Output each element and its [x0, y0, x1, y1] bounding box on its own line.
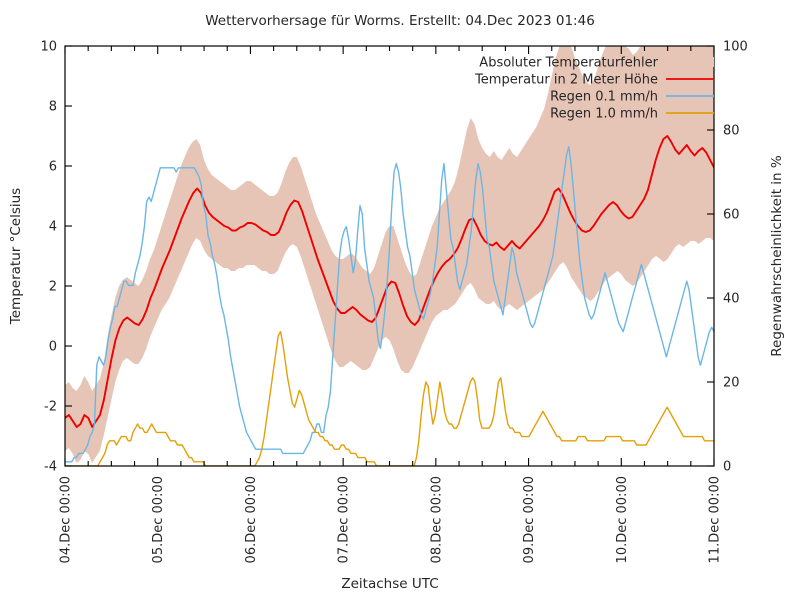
y-tick-label-left: 6	[49, 160, 57, 175]
y-axis-right: 0 20 40 60 80 100	[707, 40, 748, 475]
legend-label: Temperatur in 2 Meter Höhe	[474, 73, 658, 88]
plot-area	[65, 46, 714, 466]
x-tick-label: 06.Dec 00:00	[244, 476, 259, 563]
chart-legend: Absoluter Temperaturfehler Temperatur in …	[474, 56, 714, 122]
y-tick-label-left: 0	[49, 340, 57, 355]
series-line-temperature	[65, 135, 714, 428]
y-tick-label-left: 2	[49, 280, 57, 295]
legend-label: Regen 0.1 mm/h	[550, 90, 658, 105]
x-axis: 04.Dec 00:00 05.Dec 00:00 06.Dec 00:00 07.D…	[59, 46, 723, 563]
x-tick-label: 09.Dec 00:00	[522, 476, 537, 563]
legend-swatch-band	[666, 57, 714, 67]
legend-label: Regen 1.0 mm/h	[550, 107, 658, 122]
y-tick-label-right: 80	[723, 124, 740, 139]
y-tick-label-left: -4	[44, 460, 57, 475]
y-tick-label-left: 4	[49, 220, 57, 235]
y-tick-label-right: 60	[723, 208, 740, 223]
x-tick-label: 05.Dec 00:00	[151, 476, 166, 563]
y-tick-label-right: 100	[723, 40, 748, 55]
series-line-rain-1-0	[65, 330, 714, 466]
x-tick-label: 07.Dec 00:00	[337, 476, 352, 563]
x-tick-label: 11.Dec 00:00	[708, 476, 723, 563]
x-tick-label: 04.Dec 00:00	[59, 476, 74, 563]
x-axis-title: Zeitachse UTC	[341, 576, 438, 592]
legend-label: Absoluter Temperaturfehler	[479, 56, 658, 71]
y-tick-label-right: 20	[723, 376, 740, 391]
y-axis-left-title: Temperatur °Celsius	[8, 188, 24, 325]
y-tick-label-left: 8	[49, 100, 57, 115]
y-axis-right-title: Regenwahrscheinlichkeit in %	[769, 155, 785, 357]
y-tick-label-right: 40	[723, 292, 740, 307]
series-line-rain-0-1	[65, 146, 714, 463]
y-tick-label-left: 10	[40, 40, 57, 55]
y-tick-label-right: 0	[723, 460, 731, 475]
x-tick-label: 08.Dec 00:00	[429, 476, 444, 563]
chart-title: Wettervorhersage für Worms. Erstellt: 04…	[205, 13, 595, 29]
x-tick-label: 10.Dec 00:00	[615, 476, 630, 563]
y-axis-left: -4 -2 0 2 4 6 8 10	[40, 40, 72, 475]
y-tick-label-left: -2	[44, 400, 57, 415]
